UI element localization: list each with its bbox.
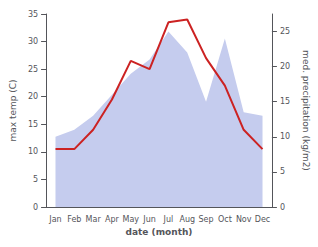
svg-text:20: 20 <box>280 62 290 71</box>
svg-text:Dec: Dec <box>255 215 270 224</box>
svg-text:35: 35 <box>28 10 38 19</box>
svg-text:med. precipitation (kg/m2): med. precipitation (kg/m2) <box>301 50 311 171</box>
svg-text:5: 5 <box>33 175 38 184</box>
svg-text:Nov: Nov <box>236 215 252 224</box>
svg-text:Aug: Aug <box>179 215 195 224</box>
svg-text:10: 10 <box>280 132 290 141</box>
svg-text:0: 0 <box>33 203 38 212</box>
svg-text:20: 20 <box>28 92 38 101</box>
svg-text:Jun: Jun <box>142 215 156 224</box>
svg-text:25: 25 <box>280 27 290 36</box>
svg-text:May: May <box>122 215 139 224</box>
svg-text:Mar: Mar <box>86 215 102 224</box>
svg-text:5: 5 <box>280 167 285 176</box>
svg-text:Jul: Jul <box>163 215 174 224</box>
svg-text:15: 15 <box>28 120 38 129</box>
svg-text:Feb: Feb <box>67 215 81 224</box>
svg-text:Sep: Sep <box>199 215 214 224</box>
svg-text:15: 15 <box>280 97 290 106</box>
svg-text:date (month): date (month) <box>126 227 193 237</box>
svg-text:0: 0 <box>280 203 285 212</box>
svg-text:30: 30 <box>28 37 38 46</box>
svg-text:Oct: Oct <box>218 215 232 224</box>
svg-text:10: 10 <box>28 147 38 156</box>
svg-text:25: 25 <box>28 65 38 74</box>
svg-text:max temp (C): max temp (C) <box>8 79 18 141</box>
svg-text:Apr: Apr <box>105 215 120 224</box>
svg-text:Jan: Jan <box>48 215 61 224</box>
